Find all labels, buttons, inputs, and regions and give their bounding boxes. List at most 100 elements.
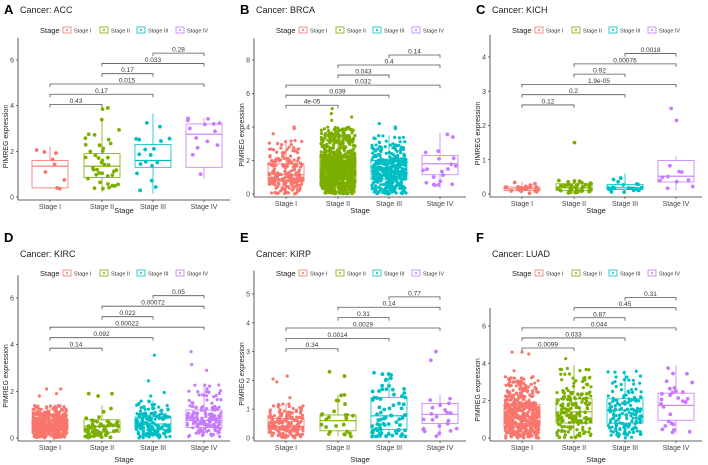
data-point (286, 156, 290, 161)
data-point (196, 425, 200, 429)
data-point (346, 180, 350, 184)
data-point (503, 398, 507, 402)
data-point (347, 133, 351, 138)
data-point (92, 132, 97, 137)
data-point (48, 404, 53, 408)
data-point (336, 133, 340, 137)
outlier-point (271, 377, 275, 381)
data-point (376, 180, 380, 184)
data-point (567, 421, 572, 425)
data-point (580, 400, 584, 404)
data-point (57, 430, 61, 434)
data-point (352, 160, 356, 164)
data-point (579, 188, 583, 193)
data-point (40, 423, 45, 428)
data-point (581, 386, 586, 390)
data-point (515, 432, 520, 436)
data-point (514, 410, 518, 415)
data-point (524, 418, 528, 422)
data-point (269, 191, 274, 195)
data-point (533, 181, 537, 186)
x-tick-label: Stage III (140, 204, 166, 211)
data-point (575, 428, 579, 432)
data-point (377, 162, 381, 166)
x-tick-label: Stage III (376, 445, 402, 452)
data-point (628, 403, 633, 408)
data-point (290, 173, 294, 177)
box-4 (185, 116, 223, 179)
data-point (370, 389, 375, 394)
bracket-line (101, 305, 205, 310)
data-point (101, 424, 106, 428)
data-point (609, 189, 614, 194)
data-point (38, 428, 42, 433)
data-point (90, 422, 95, 427)
data-point (273, 175, 278, 179)
data-point (527, 423, 531, 427)
data-point (269, 147, 273, 151)
outlier-point (54, 392, 59, 396)
data-point (328, 171, 333, 175)
data-point (217, 391, 221, 396)
data-point (431, 182, 436, 187)
data-point (299, 165, 303, 169)
data-point (572, 179, 577, 183)
data-point (351, 128, 355, 132)
data-point (351, 147, 356, 151)
data-point (385, 181, 389, 186)
data-point (618, 176, 623, 180)
outlier-point (149, 394, 153, 398)
data-point (526, 385, 531, 389)
data-point (372, 167, 376, 171)
data-point (281, 435, 285, 440)
data-point (89, 425, 94, 430)
data-point (135, 171, 139, 176)
y-axis-label: PIMREG expression (475, 102, 482, 166)
data-point (385, 168, 390, 173)
bracket-line (337, 64, 441, 69)
data-point (566, 408, 571, 412)
data-point (282, 409, 286, 413)
data-point (350, 185, 354, 189)
comparison-bracket: 0.00076 (573, 57, 677, 67)
data-point (97, 415, 101, 420)
outlier-point (100, 107, 105, 111)
data-point (295, 150, 300, 155)
data-point (384, 387, 389, 392)
data-point (402, 386, 406, 391)
data-point (520, 433, 524, 437)
legend-item: Stage III (136, 269, 169, 278)
data-point (623, 408, 627, 413)
data-point (374, 426, 379, 431)
jitter-points (606, 369, 644, 440)
data-point (402, 177, 406, 181)
data-point (378, 397, 383, 401)
data-point (623, 436, 627, 440)
data-point (555, 401, 559, 406)
data-point (191, 404, 195, 408)
data-point (633, 425, 637, 429)
legend-item: Stage III (372, 26, 405, 35)
data-point (446, 167, 450, 171)
data-point (286, 159, 290, 163)
data-point (146, 407, 151, 411)
data-point (556, 422, 561, 426)
p-value-label: 0.05 (172, 289, 185, 296)
p-value-label: 0.044 (591, 321, 608, 328)
data-point (292, 158, 296, 162)
data-point (351, 136, 356, 140)
data-point (194, 405, 198, 409)
data-point (585, 396, 589, 400)
data-point (31, 413, 36, 417)
bracket-line (285, 84, 441, 89)
legend-dot (575, 272, 577, 274)
data-point (397, 428, 401, 432)
data-point (37, 432, 41, 436)
data-point (163, 422, 167, 427)
data-point (101, 409, 106, 414)
y-axis-label: PIMREG expression (239, 342, 246, 406)
data-point (277, 421, 281, 425)
data-point (396, 153, 400, 157)
panel-title: Cancer: ACC (20, 5, 73, 15)
